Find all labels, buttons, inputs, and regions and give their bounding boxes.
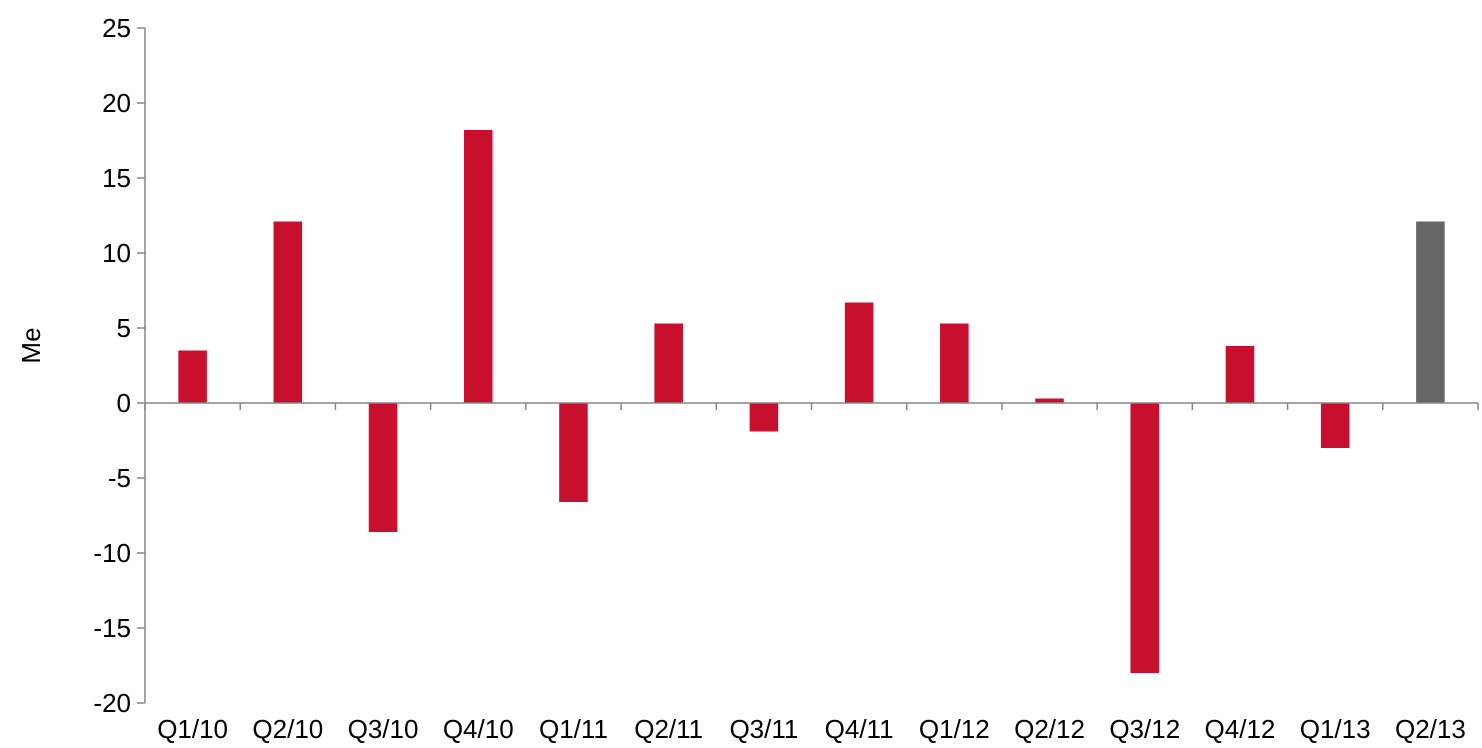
y-axis-title: Me [16, 327, 46, 363]
y-tick-label: 0 [117, 388, 131, 418]
y-tick-label: -5 [108, 463, 131, 493]
x-tick-label: Q3/10 [348, 714, 419, 744]
bar [368, 403, 398, 532]
bar [273, 221, 303, 403]
bar [654, 323, 683, 403]
bar [178, 350, 207, 403]
bar [1130, 403, 1160, 673]
bar [844, 302, 874, 403]
y-tick-label: 15 [102, 163, 131, 193]
bar [1225, 346, 1255, 403]
axes-layer [144, 28, 1478, 703]
x-tick-label: Q1/11 [539, 714, 608, 744]
bar [1320, 403, 1350, 448]
x-tick-label: Q4/11 [825, 714, 894, 744]
x-tick-label: Q3/12 [1109, 714, 1180, 744]
x-tick-label: Q1/13 [1300, 714, 1371, 744]
bar [749, 403, 779, 432]
bar [559, 403, 588, 502]
y-tick-label: 10 [102, 238, 131, 268]
x-tick-label: Q4/12 [1205, 714, 1276, 744]
bar [1416, 221, 1445, 403]
y-tick-label: -10 [93, 538, 131, 568]
x-tick-label: Q3/11 [729, 714, 798, 744]
bars-layer [178, 130, 1445, 673]
y-tick-label: 20 [102, 88, 131, 118]
y-ticks: 25 20 15 10 5 0 -5 -10 -15 -20 [93, 13, 145, 718]
bar [463, 130, 493, 403]
x-tick-label: Q2/12 [1014, 714, 1085, 744]
x-tick-label: Q2/10 [252, 714, 323, 744]
y-tick-label: 25 [102, 13, 131, 43]
bar [940, 323, 969, 403]
y-tick-label: 5 [117, 313, 131, 343]
bar [1035, 398, 1064, 403]
x-tick-label: Q1/10 [157, 714, 228, 744]
x-tick-label: Q2/11 [634, 714, 703, 744]
x-tick-label: Q1/12 [919, 714, 990, 744]
x-tick-label: Q4/10 [443, 714, 514, 744]
x-ticks: Q1/10 Q2/10 Q3/10 Q4/10 Q1/11 Q2/11 Q3/11 Q4/11… [144, 403, 1479, 744]
y-tick-label: -20 [93, 688, 131, 718]
y-tick-label: -15 [93, 613, 131, 643]
x-tick-label: Q2/13 [1395, 714, 1466, 744]
